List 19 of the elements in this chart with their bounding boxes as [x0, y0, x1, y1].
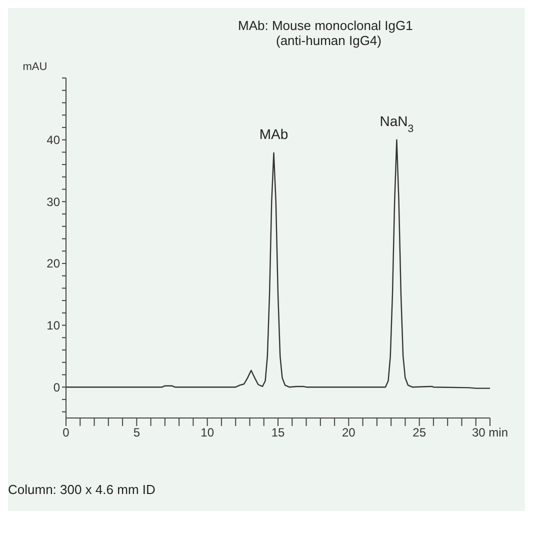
x-tick-label: 25 — [412, 426, 426, 440]
y-axis-title: mAU — [22, 61, 48, 73]
chart-title: MAb: Mouse monoclonal IgG1 — [238, 18, 414, 33]
y-tick-label: 0 — [53, 380, 60, 394]
y-tick-label: 10 — [46, 318, 60, 333]
x-tick-label: 0 — [62, 426, 70, 440]
y-tick-label: 30 — [46, 194, 60, 209]
line-series — [66, 139, 490, 389]
annotation: NaN$_{3}$ — [380, 112, 414, 135]
chart-subtitle: (anti-human IgG4) — [275, 33, 382, 48]
x-tick-label: 5 — [133, 426, 140, 440]
x-tick-label: 10 — [200, 426, 214, 440]
annotation: MAb — [259, 126, 288, 142]
x-tick-label: 20 — [342, 426, 356, 440]
x-tick-label: 15 — [271, 426, 285, 440]
x-tick-label: 30 min — [472, 426, 508, 440]
y-tick-label: 20 — [46, 256, 60, 271]
text: Column: 300 x 4.6 mm ID — [8, 482, 156, 497]
y-tick-label: 40 — [46, 133, 60, 148]
